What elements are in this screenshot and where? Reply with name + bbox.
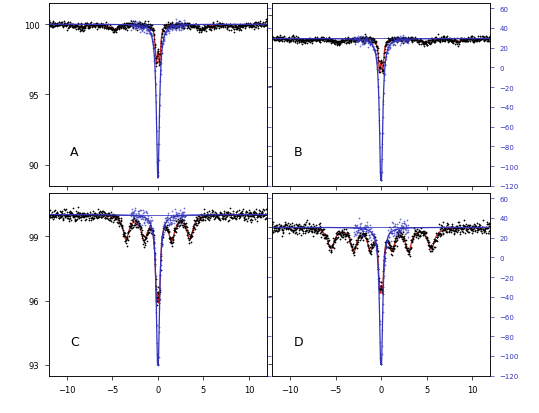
- Text: A: A: [71, 145, 79, 158]
- Text: D: D: [294, 335, 303, 348]
- Text: B: B: [294, 145, 302, 158]
- Text: C: C: [71, 335, 79, 348]
